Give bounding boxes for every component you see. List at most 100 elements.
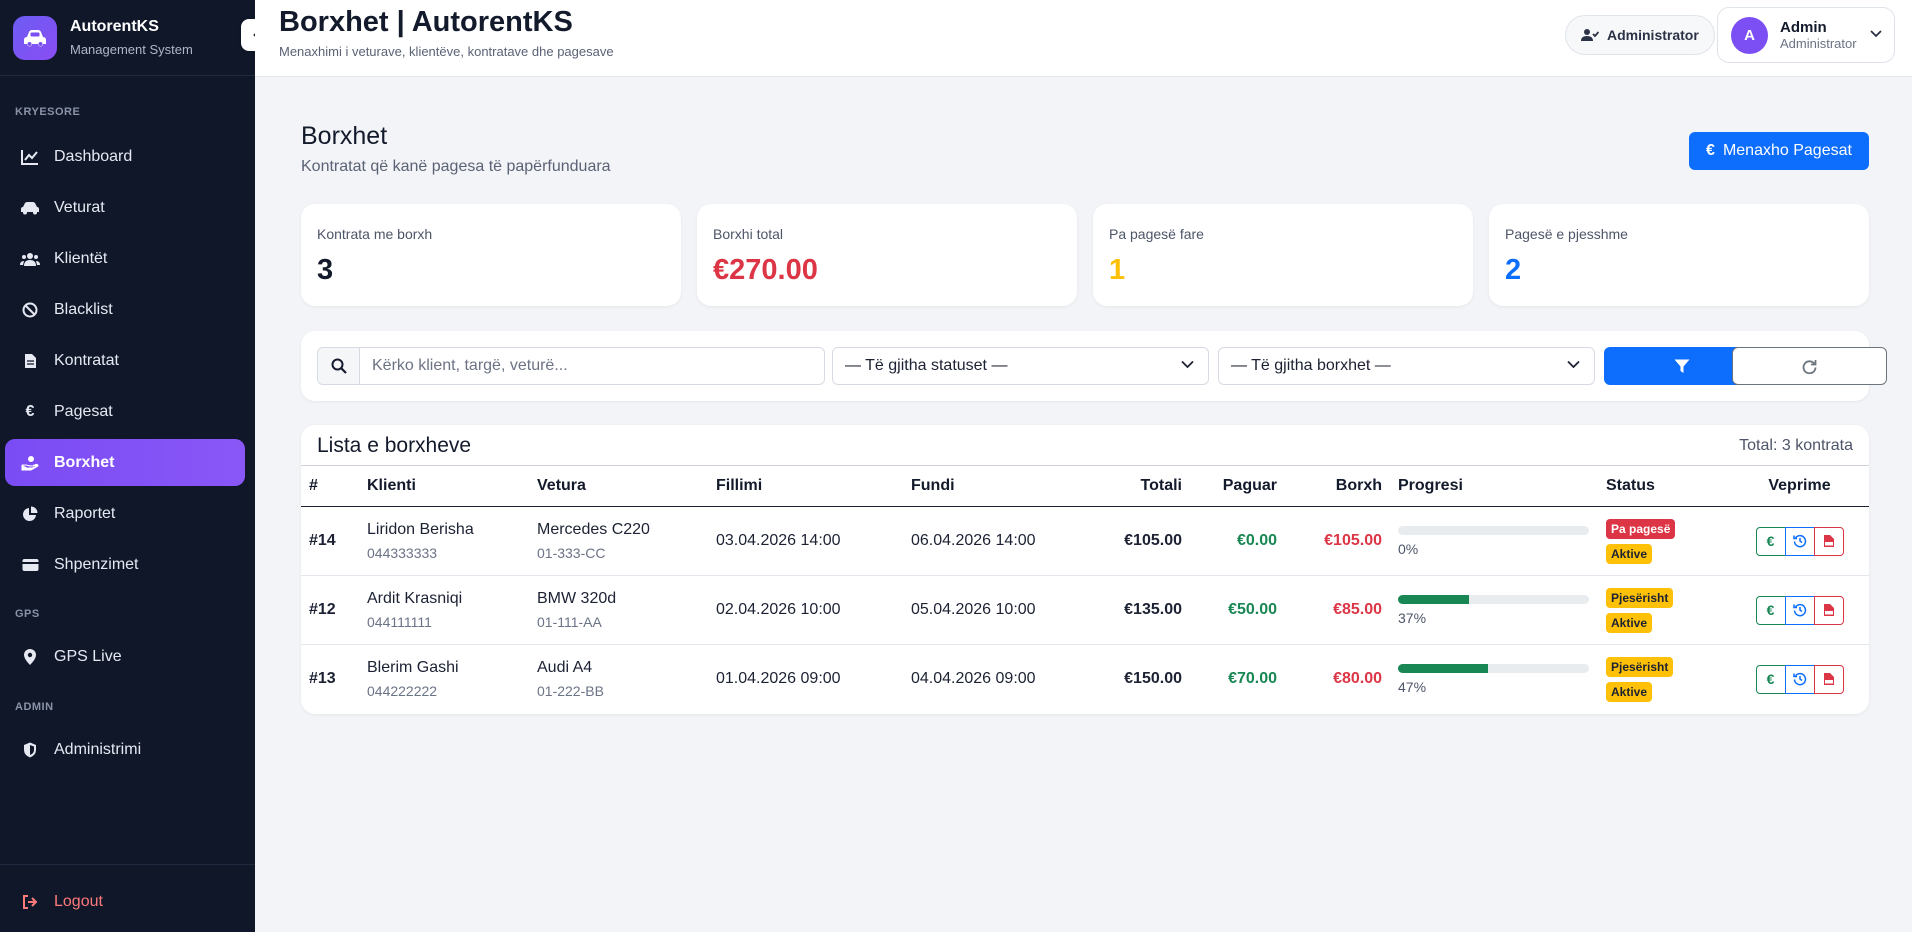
ban-icon (20, 300, 40, 320)
pdf-button[interactable] (1813, 526, 1844, 556)
stat-label: Kontrata me borxh (317, 226, 433, 242)
end-date: 05.04.2026 10:00 (903, 575, 1078, 645)
table-row: #13 Blerim Gashi 044222222 Audi A4 01-222-… (301, 645, 1869, 714)
stat-value: 3 (317, 254, 334, 286)
sidebar-item-klientet[interactable]: Klientët (5, 235, 245, 282)
users-icon (20, 249, 40, 269)
chevron-down-icon (1870, 30, 1882, 38)
hand-coin-icon (20, 453, 40, 473)
sidebar-item-veturat[interactable]: Veturat (5, 184, 245, 231)
contract-id: #14 (301, 506, 359, 576)
paid-amount: €0.00 (1190, 506, 1285, 576)
chevron-down-icon (1181, 360, 1194, 369)
logout-button[interactable]: Logout (5, 878, 245, 925)
client-phone: 044333333 (367, 545, 438, 561)
progress-label: 47% (1398, 678, 1427, 695)
sidebar-item-label: Administrimi (54, 740, 142, 758)
table-row: #14 Liridon Berisha 044333333 Mercedes C2… (301, 506, 1869, 576)
history-button[interactable] (1784, 595, 1815, 625)
history-button[interactable] (1784, 526, 1815, 556)
end-date: 04.04.2026 09:00 (911, 670, 1036, 688)
car-name: BMW 320d (537, 590, 617, 607)
col-header: Paguar (1190, 465, 1285, 507)
sidebar-item-label: Borxhet (54, 453, 115, 471)
section-label-gps: GPS (15, 608, 40, 620)
pay-button[interactable]: € (1755, 595, 1786, 625)
history-icon (1792, 673, 1806, 686)
filter-bar: — Të gjitha statuset — — Të gjitha borxh… (301, 331, 1887, 401)
client-name: Blerim Gashi (367, 659, 459, 677)
chart-line-icon (20, 147, 40, 167)
debt-amount: €105.00 (1285, 506, 1390, 576)
sidebar-item-gps-live[interactable]: GPS Live (5, 633, 245, 680)
page-subtitle: Kontratat që kanë pagesa të papërfunduar… (301, 158, 611, 175)
sidebar-item-raportet[interactable]: Raportet (5, 490, 245, 537)
progress-bar (1398, 663, 1589, 673)
map-pin-icon (20, 647, 40, 667)
start-date: 02.04.2026 10:00 (708, 575, 903, 645)
col-header: Fillimi (708, 465, 903, 507)
stat-value: 1 (1109, 254, 1126, 286)
start-date: 03.04.2026 14:00 (708, 506, 903, 576)
sidebar-item-administrimi[interactable]: Administrimi (5, 726, 245, 773)
section-label-main: KRYESORE (15, 106, 81, 118)
section-label-admin: ADMIN (15, 701, 54, 713)
sidebar-item-label: Blacklist (54, 300, 113, 318)
progress-label: 0% (1398, 540, 1419, 557)
user-name: Admin (1780, 19, 1827, 36)
debt-amount: €80.00 (1333, 670, 1382, 688)
sidebar-item-kontratat[interactable]: Kontratat (5, 337, 245, 384)
table-total: Total: 3 kontrata (1739, 437, 1853, 454)
progress-fill (1398, 663, 1488, 673)
brand-subtitle: Management System (70, 42, 193, 57)
app-title: Borxhet | AutorentKS (279, 6, 573, 38)
stat-label: Pagesë e pjesshme (1505, 226, 1628, 242)
wallet-icon (20, 555, 40, 575)
sidebar-item-label: Kontratat (54, 351, 119, 369)
user-menu[interactable]: A Admin Administrator (1717, 7, 1895, 63)
sidebar-item-label: Raportet (54, 504, 116, 522)
table-title: Lista e borxheve (317, 434, 472, 457)
col-header: Totali (1078, 465, 1190, 507)
manage-payments-button[interactable]: € Menaxho Pagesat (1689, 132, 1869, 170)
euro-icon: € (1766, 671, 1775, 688)
sidebar-item-shpenzimet[interactable]: Shpenzimet (5, 541, 245, 588)
total-amount: €105.00 (1078, 506, 1190, 576)
reset-button[interactable] (1732, 347, 1887, 385)
status-select[interactable]: — Të gjitha statuset — (832, 347, 1209, 385)
sidebar-item-blacklist[interactable]: Blacklist (5, 286, 245, 333)
sidebar-item-label: Veturat (54, 198, 105, 216)
pdf-button[interactable] (1813, 595, 1844, 625)
search-icon (318, 348, 360, 384)
contract-status-badge: Aktive (1606, 681, 1653, 702)
pdf-button[interactable] (1813, 664, 1844, 694)
role-badge[interactable]: Administrator (1565, 15, 1715, 55)
search-group (317, 347, 825, 385)
sidebar-item-borxhet[interactable]: Borxhet (5, 439, 245, 486)
euro-icon: € (1766, 602, 1775, 618)
row-actions: € (1755, 664, 1844, 694)
sidebar-item-pagesat[interactable]: € Pagesat (5, 388, 245, 435)
payment-status-badge: Pa pagesë (1606, 518, 1676, 539)
history-button[interactable] (1784, 664, 1815, 694)
sidebar-item-dashboard[interactable]: Dashboard (5, 133, 245, 180)
filter-icon (1674, 359, 1689, 373)
page-title: Borxhet (301, 122, 388, 150)
pay-button[interactable]: € (1755, 664, 1786, 694)
car-name: Audi A4 (537, 659, 593, 677)
search-input[interactable] (360, 348, 824, 384)
col-header: Fundi (903, 465, 1078, 507)
debt-select[interactable]: — Të gjitha borxhet — (1218, 347, 1595, 385)
topbar: Borxhet | AutorentKS Menaxhimi i veturav… (255, 0, 1912, 77)
pay-button[interactable]: € (1755, 526, 1786, 556)
contract-id: #12 (301, 575, 359, 645)
progress-label: 37% (1398, 609, 1427, 626)
status-select-value: — Të gjitha statuset — (845, 357, 1008, 374)
file-icon (20, 351, 40, 371)
table-header-row: # Klienti Vetura Fillimi Fundi Totali Pa… (301, 465, 1869, 507)
sidebar-item-label: GPS Live (54, 647, 122, 665)
file-pdf-icon (1823, 535, 1834, 547)
paid-amount: €50.00 (1190, 575, 1285, 645)
start-date: 01.04.2026 09:00 (716, 670, 841, 688)
logout-label: Logout (54, 892, 103, 910)
